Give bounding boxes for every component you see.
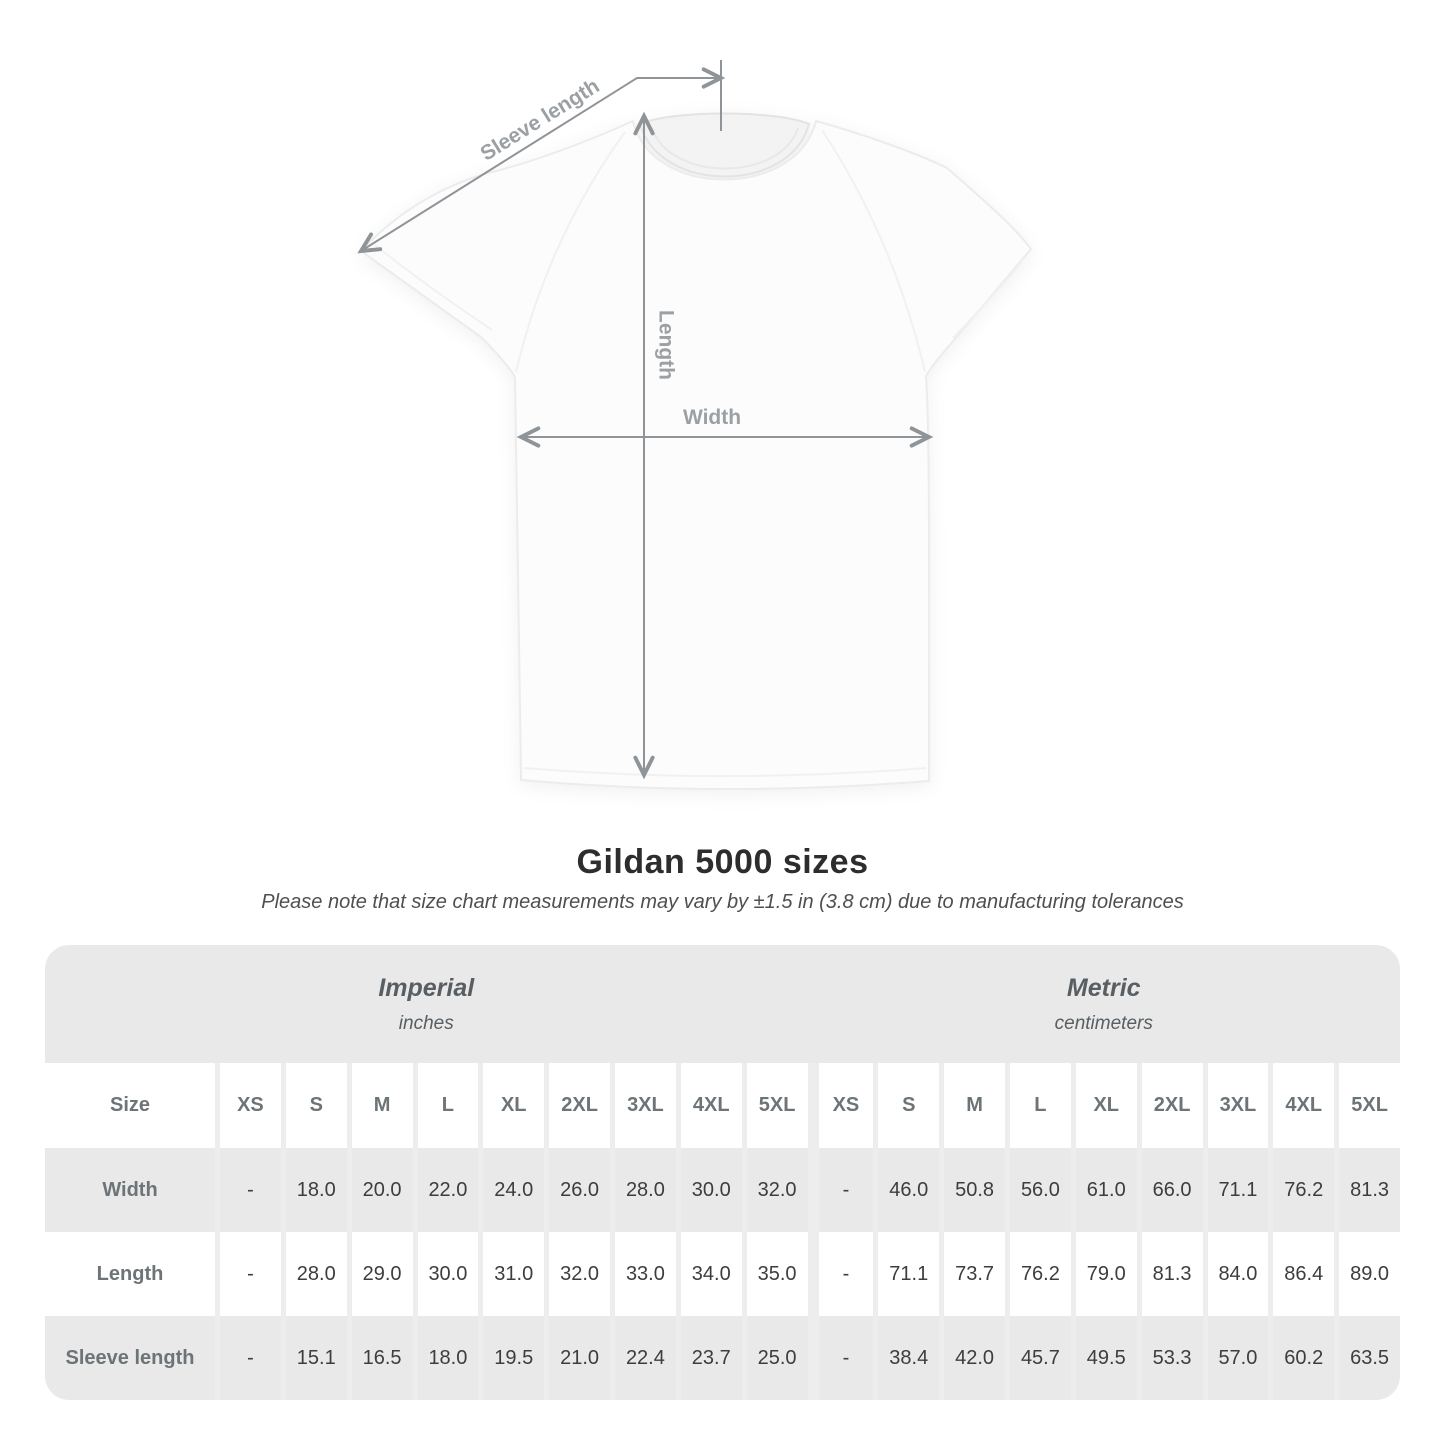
value-cell: 49.5 bbox=[1070, 1316, 1137, 1400]
unit-group-metric: Metric centimeters bbox=[807, 945, 1400, 1063]
unit-group-label: Metric bbox=[1066, 973, 1141, 1002]
column-header-metric-xl: XL bbox=[1070, 1063, 1137, 1148]
value-cell: 56.0 bbox=[1005, 1148, 1071, 1232]
column-header-metric-s: S bbox=[873, 1063, 939, 1148]
column-header-metric-2xl: 2XL bbox=[1136, 1063, 1203, 1148]
value-cell: 32.0 bbox=[544, 1232, 610, 1316]
value-cell: 24.0 bbox=[478, 1148, 545, 1232]
row-label: Length bbox=[96, 1262, 164, 1285]
value-cell: 16.5 bbox=[346, 1316, 413, 1400]
unit-group-label: Imperial bbox=[378, 973, 475, 1002]
value-cell: 86.4 bbox=[1268, 1232, 1334, 1316]
value-cell: 31.0 bbox=[478, 1232, 544, 1316]
value-cell: 21.0 bbox=[544, 1316, 610, 1400]
column-header-imperial-5xl: 5XL bbox=[741, 1063, 808, 1148]
size-table: Imperial inches Metric centimeters Size X… bbox=[45, 945, 1400, 1400]
value-cell: 18.0 bbox=[280, 1148, 347, 1232]
value-cell: - bbox=[807, 1148, 874, 1232]
value-cell: 66.0 bbox=[1136, 1148, 1203, 1232]
value-cell: 28.0 bbox=[280, 1232, 347, 1316]
unit-group-sublabel: centimeters bbox=[1054, 1012, 1153, 1034]
sleeve-length-arrow bbox=[361, 78, 721, 251]
column-header-metric-m: M bbox=[939, 1063, 1005, 1148]
value-cell: 26.0 bbox=[544, 1148, 610, 1232]
value-cell: 30.0 bbox=[675, 1148, 742, 1232]
value-cell: 35.0 bbox=[741, 1232, 808, 1316]
column-header-metric-l: L bbox=[1005, 1063, 1071, 1148]
value-cell: 42.0 bbox=[939, 1316, 1005, 1400]
tshirt-image bbox=[360, 112, 1032, 791]
page-title: Gildan 5000 sizes bbox=[576, 843, 869, 881]
value-cell: 81.3 bbox=[1136, 1232, 1203, 1316]
value-cell: 76.2 bbox=[1268, 1148, 1335, 1232]
value-cell: 34.0 bbox=[675, 1232, 742, 1316]
column-header-size: Size bbox=[109, 1094, 151, 1116]
length-label: Length bbox=[655, 310, 678, 380]
value-cell: 57.0 bbox=[1202, 1316, 1269, 1400]
value-cell: 81.3 bbox=[1334, 1148, 1400, 1232]
value-cell: - bbox=[215, 1316, 281, 1400]
value-cell: 32.0 bbox=[741, 1148, 808, 1232]
column-header-metric-xs: XS bbox=[807, 1063, 874, 1148]
column-header-metric-4xl: 4XL bbox=[1268, 1063, 1334, 1148]
value-cell: 89.0 bbox=[1334, 1232, 1400, 1316]
value-cell: 22.0 bbox=[412, 1148, 479, 1232]
column-header-metric-5xl: 5XL bbox=[1334, 1063, 1400, 1148]
value-cell: 29.0 bbox=[346, 1232, 413, 1316]
value-cell: 19.5 bbox=[478, 1316, 545, 1400]
value-cell: 23.7 bbox=[675, 1316, 742, 1400]
value-cell: 20.0 bbox=[346, 1148, 413, 1232]
value-cell: 45.7 bbox=[1005, 1316, 1071, 1400]
unit-group-sublabel: inches bbox=[398, 1012, 454, 1034]
column-header-imperial-xs: XS bbox=[215, 1063, 281, 1148]
value-cell: 38.4 bbox=[873, 1316, 940, 1400]
value-cell: 18.0 bbox=[412, 1316, 479, 1400]
value-cell: 61.0 bbox=[1070, 1148, 1137, 1232]
column-header-metric-3xl: 3XL bbox=[1202, 1063, 1269, 1148]
value-cell: 30.0 bbox=[412, 1232, 479, 1316]
value-cell: 63.5 bbox=[1334, 1316, 1400, 1400]
value-cell: 71.1 bbox=[873, 1232, 939, 1316]
column-header-imperial-xl: XL bbox=[478, 1063, 544, 1148]
value-cell: - bbox=[807, 1232, 874, 1316]
column-header-imperial-2xl: 2XL bbox=[544, 1063, 610, 1148]
value-cell: 50.8 bbox=[939, 1148, 1005, 1232]
title-block: Gildan 5000 sizes Please note that size … bbox=[0, 843, 1445, 914]
value-cell: - bbox=[215, 1232, 281, 1316]
value-cell: 84.0 bbox=[1202, 1232, 1269, 1316]
column-header-imperial-l: L bbox=[412, 1063, 479, 1148]
value-cell: 15.1 bbox=[280, 1316, 347, 1400]
value-cell: 28.0 bbox=[610, 1148, 676, 1232]
value-cell: 79.0 bbox=[1070, 1232, 1137, 1316]
column-header-imperial-m: M bbox=[346, 1063, 413, 1148]
value-cell: 22.4 bbox=[610, 1316, 676, 1400]
row-label: Width bbox=[45, 1148, 215, 1232]
value-cell: 46.0 bbox=[873, 1148, 940, 1232]
value-cell: 53.3 bbox=[1136, 1316, 1203, 1400]
value-cell: 60.2 bbox=[1268, 1316, 1335, 1400]
value-cell: 71.1 bbox=[1202, 1148, 1269, 1232]
tshirt-diagram: Sleeve length Length Width bbox=[0, 60, 1032, 791]
value-cell: 76.2 bbox=[1005, 1232, 1071, 1316]
value-cell: 33.0 bbox=[610, 1232, 676, 1316]
column-header-imperial-3xl: 3XL bbox=[610, 1063, 676, 1148]
row-label: Sleeve length bbox=[45, 1316, 215, 1400]
width-label: Width bbox=[683, 406, 741, 429]
column-header-imperial-s: S bbox=[280, 1063, 347, 1148]
value-cell: - bbox=[215, 1148, 281, 1232]
column-header-imperial-4xl: 4XL bbox=[675, 1063, 742, 1148]
page-subtitle: Please note that size chart measurements… bbox=[261, 891, 1184, 913]
value-cell: 73.7 bbox=[939, 1232, 1005, 1316]
value-cell: 25.0 bbox=[741, 1316, 808, 1400]
unit-group-imperial: Imperial inches bbox=[45, 945, 808, 1063]
value-cell: - bbox=[807, 1316, 874, 1400]
